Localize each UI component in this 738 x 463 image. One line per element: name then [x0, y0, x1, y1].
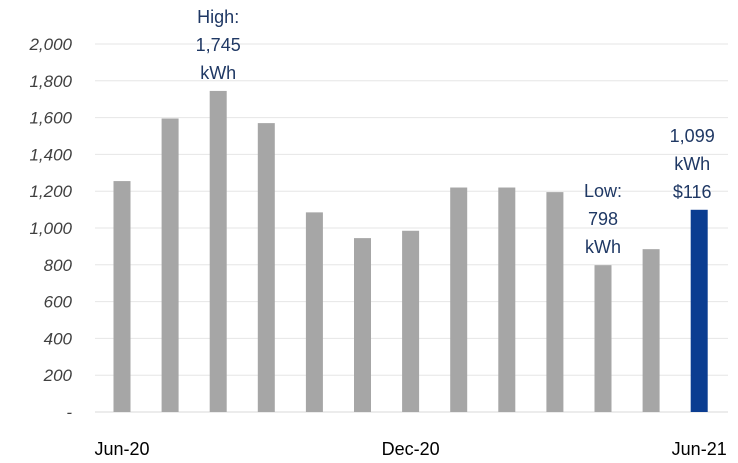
y-axis-ticks: - 200 400 600 800 1,000 1,200 1,400 1,600 1,800 2,… [28, 35, 72, 422]
x-tick-label: Jun-21 [672, 439, 727, 459]
annotation-label: 798 [588, 209, 618, 229]
x-axis-ticks: Jun-20 Dec-20 Jun-21 [94, 439, 726, 459]
bar [113, 181, 131, 412]
annotation-label: Low: [584, 181, 622, 201]
x-tick-label: Dec-20 [382, 439, 440, 459]
y-tick-label: 1,000 [29, 219, 72, 238]
annotation-label: High: [197, 7, 239, 27]
bars [113, 90, 708, 413]
bar [161, 118, 179, 413]
bar [354, 238, 371, 412]
annotation-label: 1,099 [670, 126, 715, 146]
bar [642, 249, 660, 412]
y-tick-label: 200 [43, 366, 73, 385]
bar [594, 265, 612, 412]
annotation-label: kWh [674, 154, 710, 174]
y-tick-label: 2,000 [28, 35, 72, 54]
annotation-label: kWh [200, 63, 236, 83]
bar [450, 187, 468, 412]
y-tick-label: 400 [44, 329, 73, 348]
y-tick-label: 600 [44, 293, 73, 312]
bar [209, 90, 227, 413]
bar [257, 123, 275, 413]
annotation-label: kWh [585, 237, 621, 257]
x-tick-label: Jun-20 [94, 439, 149, 459]
bar [402, 230, 420, 412]
annotations: High: 1,745 kWh Low: 798 kWh 1,099 kWh $116 [196, 7, 715, 257]
annotation-label: $116 [673, 182, 712, 202]
y-tick-label: 1,800 [29, 72, 72, 91]
y-tick-label: - [66, 403, 72, 422]
bar [498, 187, 516, 412]
y-tick-label: 1,200 [29, 182, 72, 201]
bar [546, 192, 564, 412]
annotation-label: 1,745 [196, 35, 241, 55]
bar [305, 212, 323, 412]
bar-current [690, 209, 708, 412]
y-tick-label: 1,400 [29, 145, 72, 164]
y-tick-label: 800 [44, 256, 73, 275]
y-tick-label: 1,600 [29, 109, 72, 128]
